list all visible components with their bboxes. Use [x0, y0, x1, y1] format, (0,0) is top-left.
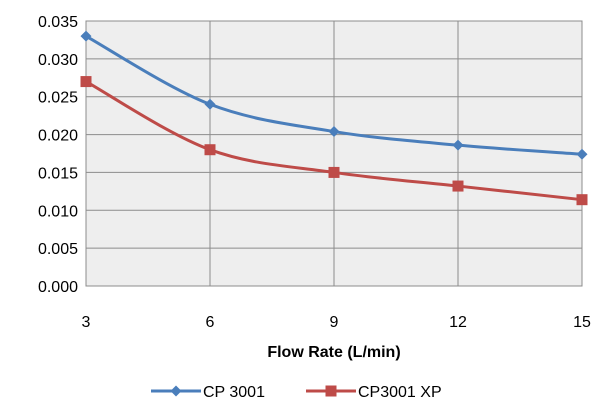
x-tick-label: 12: [449, 314, 467, 331]
data-point-marker: [80, 76, 92, 88]
y-tick-label: 0.010: [38, 203, 78, 220]
data-point-marker: [576, 194, 588, 206]
legend-label: CP 3001: [203, 384, 265, 401]
x-tick-label: 9: [330, 314, 339, 331]
legend-marker: [170, 385, 182, 397]
x-tick-label: 3: [82, 314, 91, 331]
y-axis: 0.000 0.005 0.010 0.015 0.020 0.025 0.030 0.035: [38, 14, 78, 296]
y-tick-label: 0.020: [38, 128, 78, 145]
data-point-marker: [576, 148, 588, 160]
data-point-marker: [204, 144, 216, 156]
data-point-marker: [328, 166, 340, 178]
data-point-marker: [204, 98, 216, 110]
legend: CP 3001 CP3001 XP: [151, 384, 442, 401]
x-tick-label: 15: [573, 314, 591, 331]
x-tick-label: 6: [206, 314, 215, 331]
data-point-marker: [80, 30, 92, 42]
x-axis: 3 6 9 12 15: [82, 314, 591, 331]
y-tick-label: 0.005: [38, 241, 78, 258]
series: [80, 30, 588, 206]
data-point-marker: [452, 139, 464, 151]
data-point-marker: [328, 126, 340, 138]
data-point-marker: [452, 180, 464, 192]
y-tick-label: 0.030: [38, 52, 78, 69]
legend-marker: [325, 385, 337, 397]
series-2: [80, 76, 588, 206]
y-tick-label: 0.035: [38, 14, 78, 31]
y-tick-label: 0.025: [38, 90, 78, 107]
y-tick-label: 0.000: [38, 279, 78, 296]
legend-item-1: CP 3001: [151, 384, 265, 401]
legend-label: CP3001 XP: [358, 384, 442, 401]
legend-item-2: CP3001 XP: [306, 384, 442, 401]
y-tick-label: 0.015: [38, 165, 78, 182]
series-1: [80, 30, 588, 160]
x-axis-title: Flow Rate (L/min): [267, 344, 400, 361]
